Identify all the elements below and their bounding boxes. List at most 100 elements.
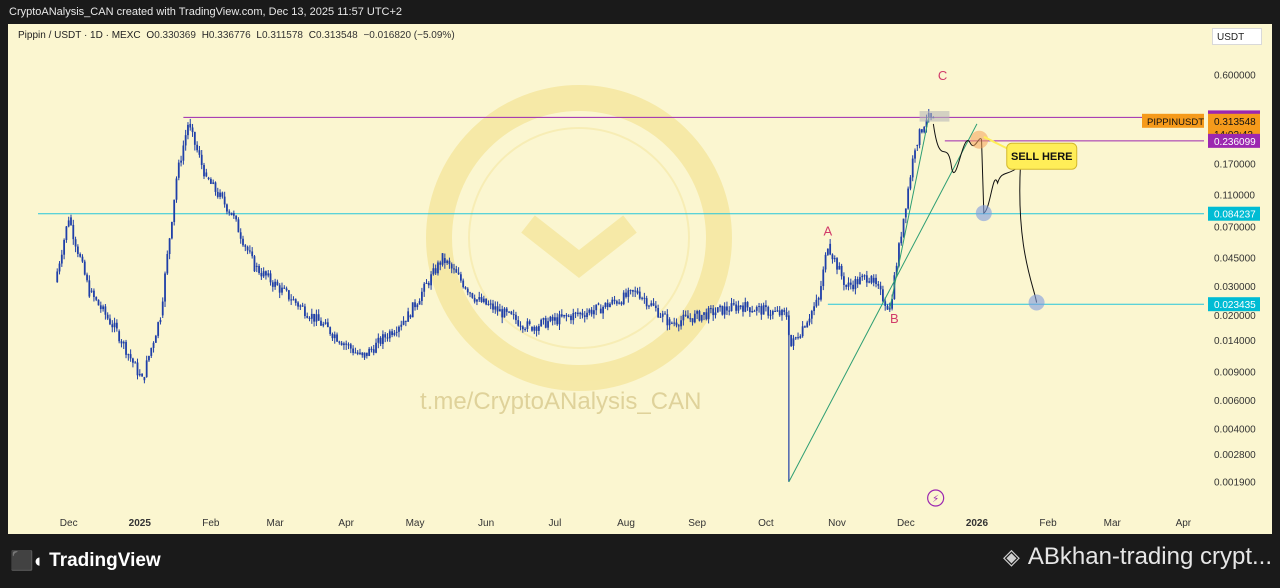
candle-body [620,302,623,305]
candle-body [182,145,185,161]
wave-a-label: A [824,223,833,238]
candle-body [531,326,533,331]
candle-body [599,308,602,314]
candle-body [792,338,795,346]
time-tick-label: Nov [828,518,846,529]
candle-body [822,269,825,287]
candle-body [122,341,125,344]
candle-body [310,313,313,319]
resistance-tag-text: 0.236099 [1214,137,1256,148]
tradingview-logo[interactable]: ⬛◖ TradingView [10,542,161,580]
price-tick-label: 0.002800 [1214,450,1256,461]
chart-area[interactable]: 0.6000000.2500000.1700000.1100000.070000… [8,24,1272,534]
candle-body [432,268,435,275]
candle-body [744,302,747,312]
chart-svg: 0.6000000.2500000.1700000.1100000.070000… [38,68,1260,529]
candle-body [209,179,212,184]
footer-bar: ⬛◖ TradingView ◈ ABkhan-trading crypt... [0,534,1280,588]
candle-body [239,232,242,239]
candle-body [914,150,916,159]
candle-body [111,324,114,328]
candle-body [606,302,609,308]
candle-body [833,258,836,260]
candle-body [393,332,396,335]
price-tick-label: 0.009000 [1214,367,1256,378]
candle-body [290,299,293,301]
candle-body [223,196,226,205]
candle-body [719,305,721,308]
candle-body [521,326,524,330]
candle-body [283,287,286,289]
candle-body [900,236,903,244]
candle-body [118,331,121,342]
candle-body [86,274,88,281]
candle-body [638,291,641,299]
candle-body [824,254,827,270]
high-label: H [201,30,209,41]
candle-body [652,303,655,306]
candle-body [102,306,104,310]
candle-body [622,292,625,305]
time-tick-label: Feb [1039,518,1057,529]
lightning-icon [927,489,945,507]
candle-body [441,253,444,265]
price-tags: 0.3289610.31354814:02:42PIPPINUSDT0.2360… [1142,110,1260,312]
candle-body [377,337,380,343]
candle-body [554,317,556,321]
candle-body [517,320,520,326]
candle-body [226,204,228,212]
candle-body [843,276,845,285]
candle-body [542,318,545,320]
high-value: 0.336776 [208,30,251,41]
candle-body [276,281,279,286]
candle-body [143,376,146,381]
candle-body [326,322,329,328]
candles [56,108,935,482]
candle-body [304,306,306,317]
candle-body [398,326,400,332]
candle-body [127,354,130,356]
candle-body [255,265,258,267]
candle-body [590,309,593,315]
candle-body [863,275,866,277]
candle-body [806,322,809,328]
candle-body [597,303,600,305]
candle-body [352,348,354,353]
candle-body [221,192,224,197]
candle-body [331,333,334,339]
candle-body [868,281,871,283]
candle-body [471,293,474,298]
candle-body [343,343,345,346]
currency-badge[interactable]: USDT [1212,28,1262,45]
candle-body [595,304,598,311]
candle-body [228,211,231,213]
time-axis: Dec 2025 Feb Mar Apr May Jun Jul Aug Sep Oct Nov Dec… [60,518,1192,529]
candle-body [136,362,139,376]
candle-body [537,326,540,331]
candle-body [203,164,205,177]
candle-body [271,282,274,287]
candle-body [882,289,884,302]
candle-body [852,284,854,290]
candle-body [627,290,630,297]
low-label: L [256,30,262,41]
candle-body [395,331,398,333]
candle-body [446,260,449,263]
candle-body [856,279,859,285]
candle-body [886,305,889,310]
candle-body [90,290,93,292]
candle-body [925,119,928,127]
candle-body [790,334,793,347]
watermark-ring [426,85,732,391]
candle-body [216,191,219,197]
resistance-tag-bg [1208,133,1260,148]
candle-body [356,352,359,354]
candle-body [650,303,653,306]
candle-body [728,310,731,312]
price-tick-label: 0.014000 [1214,336,1256,347]
candle-body [129,354,132,359]
candle-body [703,312,705,315]
candle-body [709,308,712,310]
candle-body [258,265,260,273]
candle-body [340,342,343,346]
